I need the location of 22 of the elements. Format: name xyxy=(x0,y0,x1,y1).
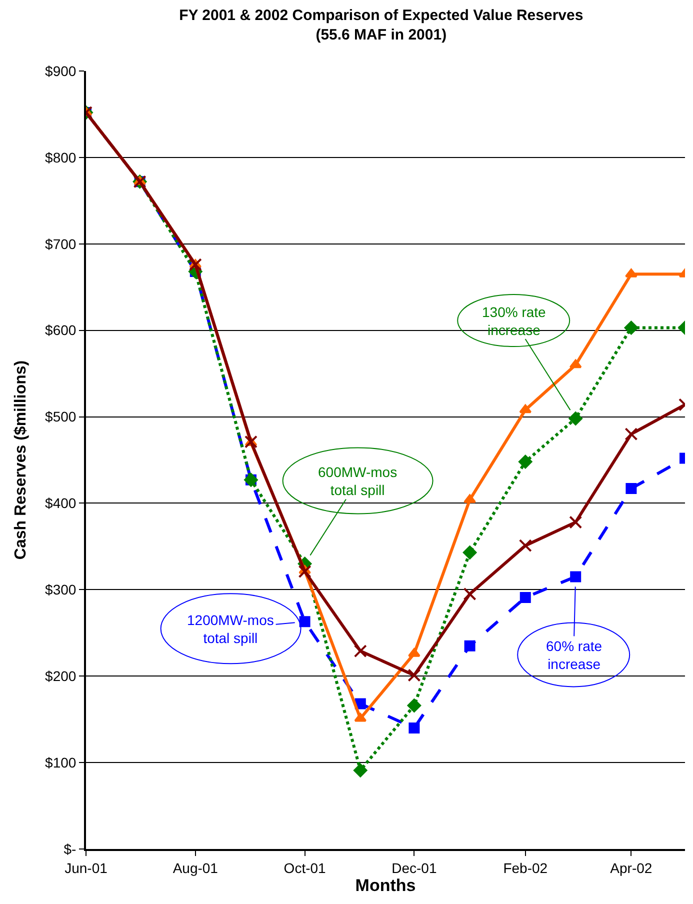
y-axis-title: Cash Reserves ($millions) xyxy=(12,360,30,560)
chart-title: FY 2001 & 2002 Comparison of Expected Value Reserves (55.6 MAF in 2001) xyxy=(179,6,584,44)
x-tick-label: Dec-01 xyxy=(392,860,437,876)
y-tick-label: $300 xyxy=(45,582,76,598)
y-tick-label: $900 xyxy=(45,62,76,79)
annotation: 1200MW-mos total spill xyxy=(187,612,274,646)
y-tick-label: $800 xyxy=(45,149,76,166)
y-tick-label: $- xyxy=(64,840,77,857)
annotation: 60% rate increase xyxy=(546,638,602,672)
y-tick-label: $500 xyxy=(45,408,76,425)
annotation: 600MW-mos total spill xyxy=(318,464,398,498)
x-tick-label: Feb-02 xyxy=(503,860,548,876)
x-axis-title: Months xyxy=(355,876,416,895)
y-tick-label: $200 xyxy=(45,668,76,684)
x-tick-label: Oct-01 xyxy=(284,860,326,876)
y-tick-label: $100 xyxy=(45,754,76,770)
x-tick-label: Jun-01 xyxy=(64,860,108,876)
y-tick-label: $600 xyxy=(45,322,76,338)
y-tick-label: $400 xyxy=(45,495,76,512)
x-tick-label: Apr-02 xyxy=(610,860,652,876)
x-tick-label: Aug-01 xyxy=(172,860,218,876)
y-tick-label: $700 xyxy=(45,236,76,252)
